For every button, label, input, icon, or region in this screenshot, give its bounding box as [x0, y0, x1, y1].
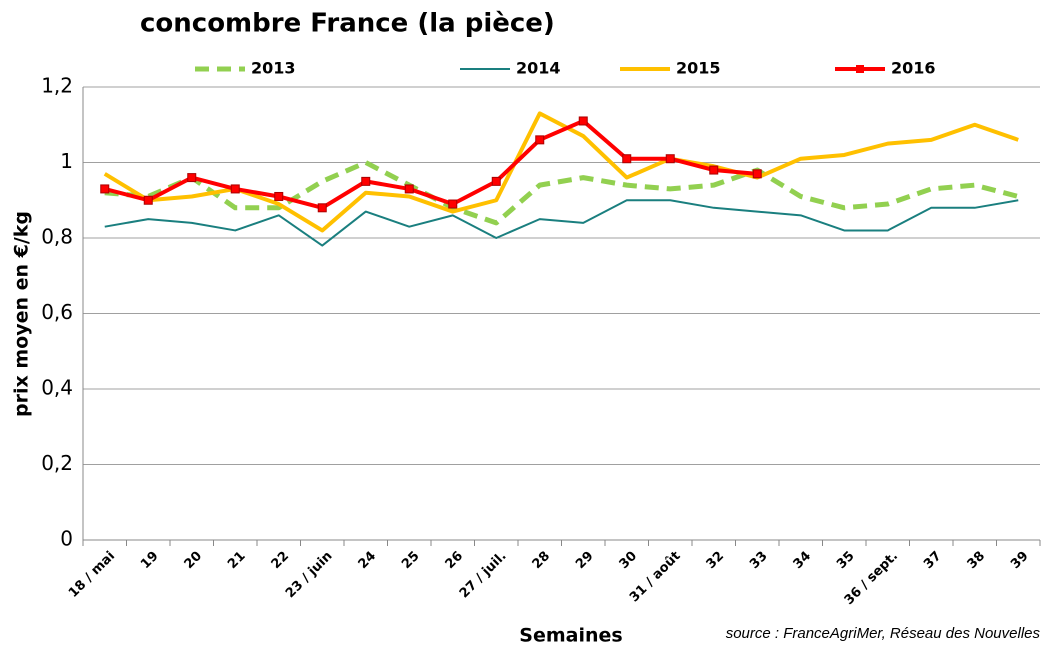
point-marker: [230, 184, 240, 194]
x-tick-label: 21: [225, 549, 248, 572]
series-line: [104, 118, 758, 210]
x-tick-label: 19: [138, 549, 161, 572]
legend-label: 2013: [251, 59, 296, 78]
point-marker: [665, 154, 675, 164]
x-tick-label: 32: [704, 549, 727, 572]
x-tick-label: 34: [791, 549, 814, 572]
y-tick-label: 0: [60, 527, 73, 551]
x-tick-label: 20: [182, 549, 205, 572]
x-tick-label: 38: [965, 549, 988, 572]
x-tick-label: 33: [747, 549, 770, 572]
x-tick-label: 26: [443, 549, 466, 572]
point-marker: [709, 165, 719, 175]
y-tick-label: 0,6: [41, 300, 73, 324]
point-marker: [752, 169, 762, 179]
x-tick-label: 23 / juin: [283, 549, 336, 602]
x-tick-label: 24: [356, 549, 379, 572]
y-axis-title: prix moyen en €/kg: [11, 211, 33, 417]
point-marker: [187, 173, 197, 183]
point-marker: [143, 195, 153, 205]
y-tick-label: 1,2: [41, 74, 73, 98]
point-marker: [100, 184, 110, 194]
x-tick-label: 29: [573, 549, 596, 572]
x-tick-label: 28: [530, 549, 553, 572]
series-line: [103, 111, 1019, 233]
point-marker: [361, 176, 371, 186]
x-tick-label: 37: [921, 549, 944, 572]
x-tick-label: 35: [834, 549, 857, 572]
y-tick-label: 0,8: [41, 225, 73, 249]
y-tick-label: 0,4: [41, 376, 73, 400]
legend-label: 2014: [516, 59, 561, 78]
point-marker: [317, 203, 327, 213]
point-marker: [578, 116, 588, 126]
x-tick-label: 39: [1008, 549, 1031, 572]
x-tick-label: 22: [269, 549, 292, 572]
x-tick-label: 25: [399, 549, 422, 572]
x-axis-title: Semaines: [519, 625, 622, 647]
point-marker: [535, 135, 545, 145]
legend-label: 2015: [676, 59, 721, 78]
point-marker: [404, 184, 414, 194]
legend-label: 2016: [891, 59, 936, 78]
point-marker: [448, 199, 458, 209]
x-tick-label: 27 / juil.: [457, 549, 510, 602]
point-marker: [274, 191, 284, 201]
series-line: [104, 199, 1019, 247]
source: source : FranceAgriMer, Réseau des Nouve…: [726, 625, 1041, 642]
y-tick-label: 1: [60, 149, 73, 173]
x-tick-label: 18 / mai: [66, 549, 118, 601]
point-marker: [622, 154, 632, 164]
point-marker: [491, 176, 501, 186]
legend-marker: [856, 65, 864, 73]
chart-title: concombre France (la pièce): [140, 9, 555, 39]
y-tick-label: 0,2: [41, 451, 73, 475]
x-tick-label: 30: [617, 549, 640, 572]
series-line: [104, 160, 1019, 226]
